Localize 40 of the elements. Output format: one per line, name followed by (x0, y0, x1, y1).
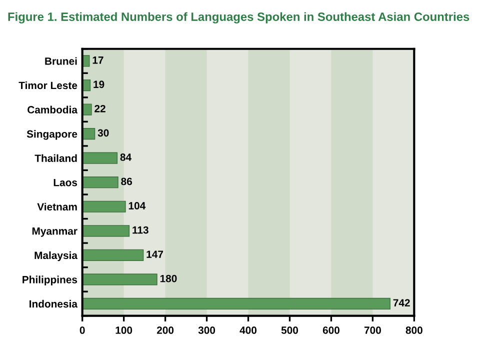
data-label: 86 (121, 178, 132, 186)
data-label: 22 (94, 104, 106, 112)
bar (82, 298, 390, 310)
chart-title: Figure 1. Estimated Numbers of Languages Spoken in Southeast Asian Countries (8, 12, 470, 24)
y-tick-label: Indonesia (30, 300, 78, 308)
y-tick-label: Laos (54, 178, 78, 186)
data-label: 113 (132, 226, 148, 234)
bar (82, 225, 130, 237)
bar (82, 200, 126, 212)
x-tick-label: 100 (116, 326, 132, 334)
x-tick-label: 300 (198, 326, 216, 334)
data-label: 742 (393, 299, 410, 306)
data-label: 180 (160, 274, 177, 282)
bar (82, 274, 158, 286)
x-tick-label: 500 (281, 326, 298, 334)
x-tick-label: 700 (364, 326, 381, 334)
bar (82, 104, 92, 116)
data-label: 147 (146, 250, 164, 258)
x-tick-label: 0 (80, 326, 85, 334)
y-tick-label: Thailand (34, 154, 77, 162)
y-tick-label: Brunei (45, 57, 77, 65)
y-tick-label: Singapore (26, 130, 78, 140)
x-tick-label: 800 (406, 326, 422, 334)
x-tick-label: 400 (240, 326, 257, 334)
x-tick-label: 600 (322, 326, 340, 334)
bar (82, 176, 118, 188)
y-tick-label: Cambodia (28, 106, 78, 114)
y-tick-label: Malaysia (34, 251, 78, 262)
data-label: 17 (92, 56, 104, 64)
x-tick-label: 200 (156, 326, 174, 334)
data-label: 84 (120, 154, 132, 161)
data-label: 30 (98, 129, 109, 137)
bar (82, 152, 118, 164)
data-label: 19 (94, 80, 104, 88)
bar (82, 249, 144, 261)
y-tick-label: Vietnam (37, 202, 77, 210)
y-tick-label: Myanmar (32, 228, 78, 237)
y-tick-label: Timor Leste (18, 81, 78, 90)
y-tick-label: Philippines (22, 276, 78, 286)
data-label: 104 (128, 202, 146, 210)
